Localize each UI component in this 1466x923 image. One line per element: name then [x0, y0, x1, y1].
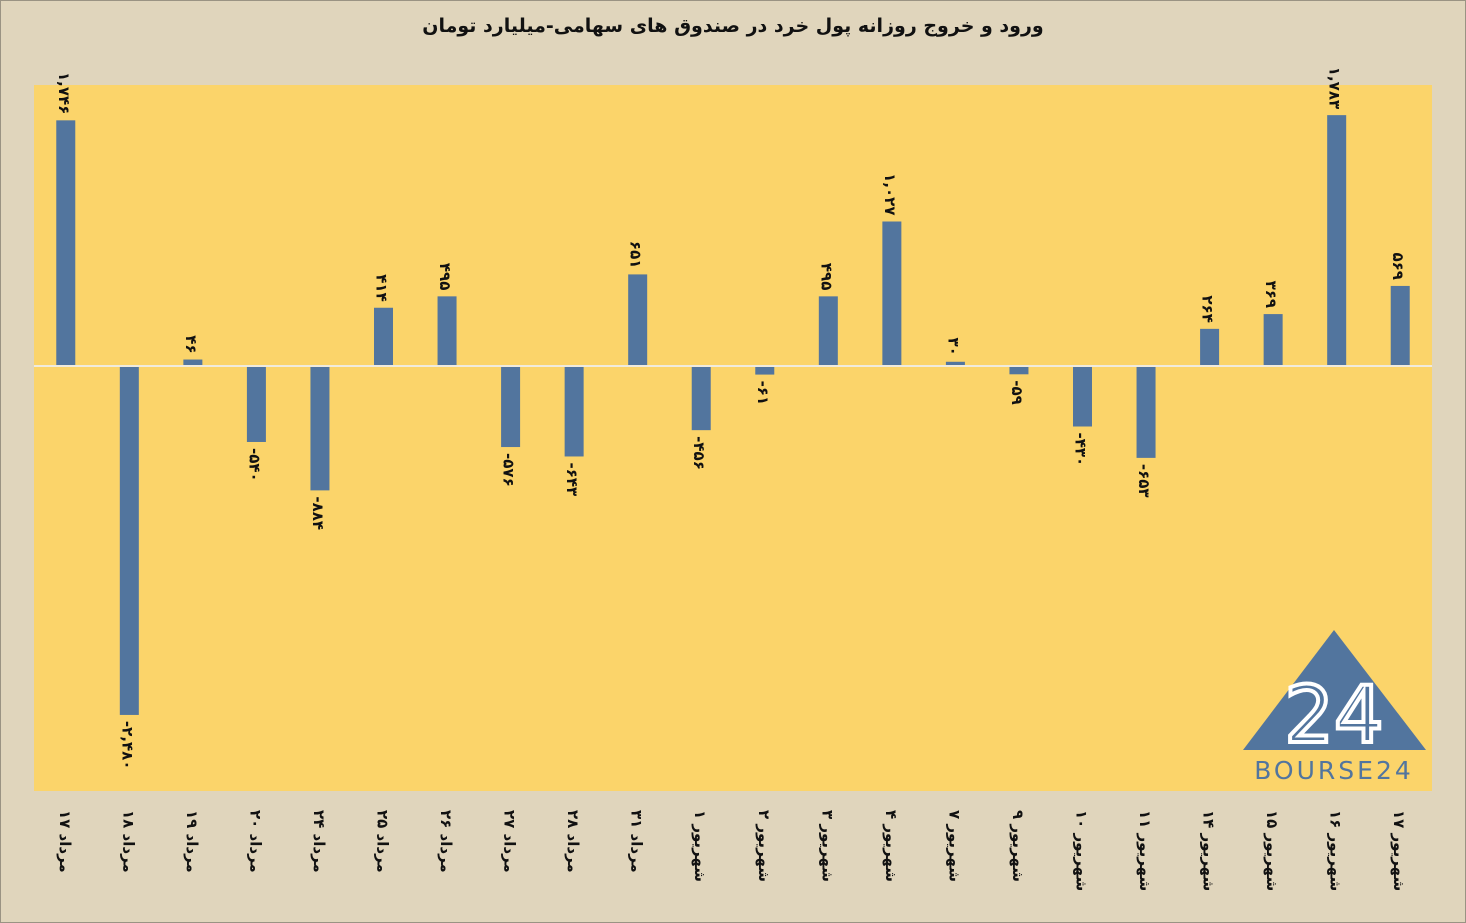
category-labels-group: ۱۷ مرداد ۱۸ مرداد ۱۹ مرداد ۲۰ مرداد ۲۴ مرداد…: [56, 810, 1408, 891]
data-label: ۱,۷۸۳: [1326, 67, 1344, 109]
category-label: ۱۹ مرداد: [183, 810, 201, 873]
bar: [1009, 366, 1029, 375]
data-label: -۵۹: [1008, 380, 1026, 405]
bar: [1136, 366, 1156, 458]
data-label: ۴۶: [182, 335, 200, 353]
data-label: ۳۰: [944, 337, 962, 355]
category-label: ۱۱ شهریور: [1136, 810, 1154, 891]
bar: [310, 366, 330, 491]
chart-title: ورود و خروج روزانه پول خرد در صندوق های …: [422, 15, 1044, 37]
bar: [183, 359, 203, 366]
bar: [628, 274, 648, 366]
data-label: -۵۷۶: [500, 453, 518, 487]
data-label: -۵۴۰: [245, 448, 263, 482]
data-label: ۱,۷۴۶: [55, 72, 73, 114]
bar: [1327, 115, 1347, 366]
data-label: ۳۶۹: [1262, 281, 1280, 308]
data-label: ۴۱۴: [373, 274, 391, 301]
category-label: ۳ شهریور: [818, 810, 836, 882]
category-label: ۲۴ مرداد: [310, 810, 328, 873]
data-label: ۶۵۱: [627, 241, 645, 268]
category-label: ۴ شهریور: [882, 810, 900, 882]
bar: [564, 366, 584, 457]
logo-text: BOURSE24: [1254, 756, 1414, 785]
bar: [1200, 328, 1220, 366]
category-label: ۲۵ مرداد: [374, 810, 392, 873]
bars-group: [56, 115, 1410, 715]
data-label: ۲۶۴: [1199, 295, 1217, 322]
data-label: -۴۵۶: [690, 436, 708, 470]
data-label: ۴۹۵: [436, 263, 454, 290]
category-label: ۱۶ شهریور: [1327, 810, 1345, 891]
category-label: ۲۸ مرداد: [564, 810, 582, 873]
data-label: -۸۸۴: [309, 496, 327, 530]
category-label: ۱۷ شهریور: [1390, 810, 1408, 891]
category-label: ۲۰ مرداد: [246, 810, 264, 873]
plot-area: [34, 85, 1432, 791]
category-label: ۱۷ مرداد: [56, 810, 74, 873]
category-label: ۱۸ مرداد: [119, 810, 137, 873]
bar: [818, 296, 838, 366]
bar: [56, 120, 76, 366]
bar: [755, 366, 775, 375]
category-label: ۹ شهریور: [1009, 810, 1027, 882]
bar: [374, 307, 393, 366]
bar: [437, 296, 457, 366]
category-label: ۱۵ شهریور: [1263, 810, 1281, 891]
data-label: -۴۳۰: [1072, 433, 1090, 467]
category-label: ۱۴ شهریور: [1200, 810, 1218, 891]
bar: [882, 221, 902, 366]
bar: [246, 366, 266, 442]
category-label: ۲ شهریور: [755, 810, 773, 882]
category-label: ۳۱ مرداد: [628, 810, 646, 873]
bar: [945, 361, 965, 366]
data-label: -۶۵۳: [1135, 464, 1153, 498]
bourse24-logo: 24 BOURSE24: [1243, 630, 1426, 785]
category-label: ۱ شهریور: [691, 810, 709, 882]
triangle-24-logo-icon: [1243, 630, 1426, 750]
bar: [1263, 314, 1283, 366]
data-label: -۶۱: [754, 381, 772, 406]
data-label: ۱,۰۲۷: [881, 173, 899, 215]
bar: [1390, 285, 1410, 366]
value-labels-group: ۱,۷۴۶ -۲,۴۸۰ ۴۶ -۵۴۰ -۸۸۴ ۴۱۴ ۴۹۵ -۵۷۶ -۶۴۳ ۶۵۱ -۴…: [55, 67, 1407, 770]
data-label: -۲,۴۸۰: [118, 721, 136, 770]
data-label: ۴۹۵: [817, 263, 835, 290]
bar: [1073, 366, 1092, 427]
category-label: ۷ شهریور: [945, 810, 963, 882]
category-label: ۱۰ شهریور: [1073, 810, 1091, 891]
data-label: -۶۴۳: [563, 462, 581, 496]
category-label: ۲۷ مرداد: [501, 810, 519, 873]
bar: [501, 366, 521, 448]
bar: [119, 366, 139, 715]
bar: [691, 366, 711, 431]
logo-mark-text: 24: [1284, 671, 1383, 761]
data-label: ۵۶۹: [1389, 252, 1407, 279]
category-label: ۲۶ مرداد: [437, 810, 455, 873]
